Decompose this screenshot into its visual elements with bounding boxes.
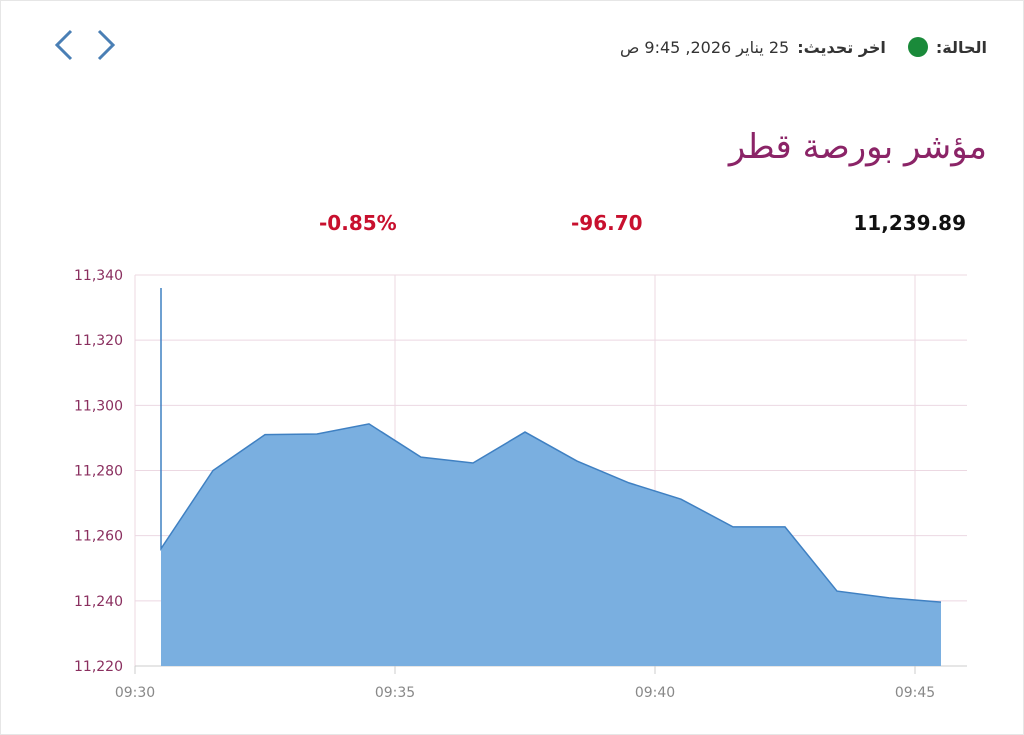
- area: [161, 288, 941, 666]
- status-bar: الحالة: اخر تحديث: 25 يناير 2026, 9:45 ص: [620, 37, 987, 57]
- change-percent: -0.85%: [319, 211, 397, 235]
- status-dot: [907, 37, 928, 57]
- y-tick-label: 11,240: [74, 594, 123, 610]
- next-arrow[interactable]: [97, 29, 116, 61]
- x-tick-label: 09:35: [375, 685, 415, 701]
- y-tick-label: 11,320: [74, 333, 123, 349]
- change: -96.70: [571, 211, 643, 235]
- line: [160, 288, 942, 603]
- x-tick-label: 09:40: [635, 685, 675, 701]
- update-time: 25 يناير 2026, 9:45 ص: [619, 37, 790, 57]
- title: مؤشر بورصة قطر: [728, 127, 987, 167]
- y-tick-label: 11,300: [74, 398, 123, 414]
- y-tick-label: 11,280: [74, 464, 123, 480]
- last-value: 11,239.89: [853, 211, 966, 235]
- y-tick-label: 11,340: [74, 268, 123, 284]
- update-label: اخر تحديث:: [797, 37, 886, 57]
- status-label: الحالة:: [935, 37, 987, 57]
- x-tick-label: 09:30: [115, 685, 155, 701]
- y-tick-label: 11,220: [74, 659, 123, 675]
- prev-arrow[interactable]: [54, 29, 73, 61]
- nav-arrows: [54, 29, 116, 61]
- y-tick-label: 11,260: [74, 529, 123, 545]
- x-tick-label: 09:45: [895, 685, 935, 701]
